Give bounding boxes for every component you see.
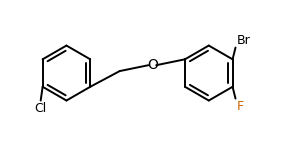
Text: F: F bbox=[236, 100, 244, 112]
Text: O: O bbox=[147, 58, 158, 72]
Text: Cl: Cl bbox=[34, 101, 47, 114]
Text: Br: Br bbox=[236, 34, 250, 47]
